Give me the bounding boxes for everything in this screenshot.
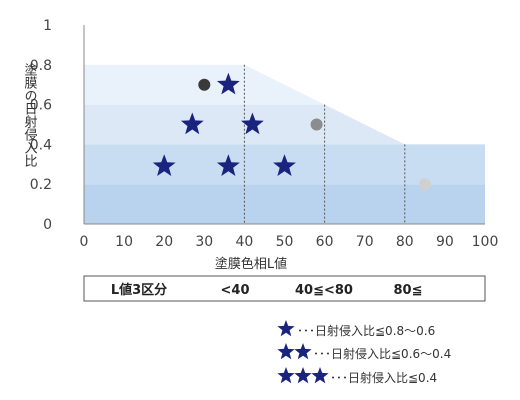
x-tick-label: 60: [316, 234, 334, 250]
zone-table: L値3区分 <40 40≦<80 80≦: [83, 275, 486, 302]
zone-label-mid: 40≦<80: [295, 283, 353, 298]
legend: ･･･日射侵入比≦0.8～0.6 ･･･日射侵入比≦0.6～0.4 ･･･日射侵…: [277, 320, 451, 385]
data-marks: [152, 72, 431, 191]
x-tick-label: 80: [396, 234, 414, 250]
legend-text-3: ･･･日射侵入比≦0.4: [330, 370, 437, 385]
x-tick-label: 30: [195, 234, 213, 250]
legend-text-1: ･･･日射侵入比≦0.8～0.6: [297, 323, 435, 338]
x-tick-label: 50: [276, 234, 294, 250]
legend-star-icon: [294, 367, 312, 384]
data-point-star: [180, 112, 204, 135]
y-tick-label: 1: [43, 18, 52, 34]
y-tick-label: 0.2: [30, 177, 52, 193]
y-axis-title: 塗膜の日射侵入比: [22, 62, 38, 168]
data-point-star: [273, 154, 296, 176]
x-tick-label: 0: [80, 234, 89, 250]
data-point-star: [216, 154, 240, 176]
data-point-dot: [198, 78, 211, 91]
x-tick-label: 90: [436, 234, 454, 250]
x-tick-label: 70: [356, 234, 374, 250]
y-tick-label: 0.4: [30, 137, 52, 153]
zone-table-box: [83, 275, 486, 302]
band-3: [84, 64, 485, 105]
legend-star-icon: [277, 367, 295, 384]
x-tick-label: 40: [235, 234, 253, 250]
x-tick-label: 100: [472, 234, 499, 250]
shaded-bands: [84, 64, 485, 224]
zone-dividers: [243, 64, 406, 224]
legend-star-icon: [277, 343, 295, 360]
y-tick-label: 0.6: [30, 98, 52, 114]
data-point-star: [152, 154, 176, 176]
data-point-star: [216, 72, 240, 95]
data-point-star: [241, 112, 264, 135]
x-tick-label: 10: [115, 234, 133, 250]
data-point-dot: [418, 178, 431, 191]
zone-label-low: <40: [221, 283, 250, 298]
legend-star-icon: [311, 367, 329, 384]
axes: [83, 25, 485, 225]
x-axis-title: 塗膜色相L値: [215, 256, 287, 272]
band-2: [84, 104, 485, 145]
y-tick-label: 0.8: [30, 58, 52, 74]
x-tick-label: 20: [155, 234, 173, 250]
legend-star-icon: [277, 320, 295, 337]
y-tick-label: 0: [43, 217, 52, 233]
zone-table-header: L値3区分: [111, 282, 167, 298]
zone-label-high: 80≦: [394, 283, 423, 298]
data-point-dot: [310, 118, 323, 131]
legend-text-2: ･･･日射侵入比≦0.6～0.4: [313, 346, 451, 361]
tick-labels: 0 10 20 30 40 50 60 70 80 90 100 0 0.2 0.4 0.6 0.8 1: [30, 18, 499, 250]
band-0: [84, 184, 485, 224]
legend-star-icon: [294, 343, 312, 360]
